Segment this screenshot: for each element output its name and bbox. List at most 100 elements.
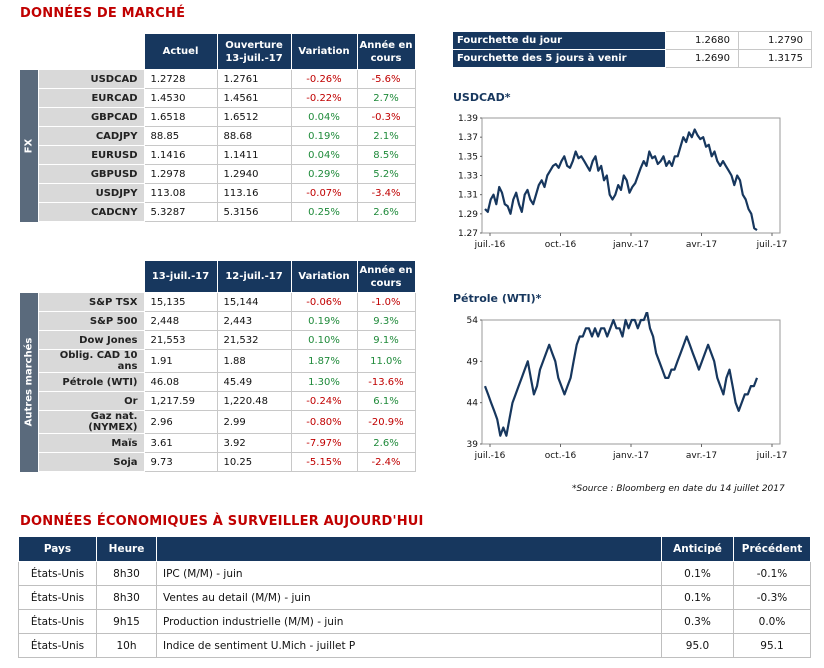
instrument-name: GBPCAD <box>37 107 145 127</box>
value-actuel: 1.6518 <box>143 107 218 127</box>
instrument-name: CADJPY <box>37 126 145 146</box>
value-date2: 21,532 <box>216 330 292 350</box>
section-side-text: Autres marchés <box>23 337 35 427</box>
econ-table: Pays Heure Anticipé Précédent États-Unis… <box>18 536 811 658</box>
value-annee: 11.0% <box>356 349 416 373</box>
market-row: S&P 500 2,448 2,443 0.19% 9.3% <box>20 311 416 331</box>
value-annee: -20.9% <box>356 410 416 434</box>
value-ouverture: 1.6512 <box>216 107 292 127</box>
value-variation: -0.07% <box>290 183 358 203</box>
value-date1: 46.08 <box>143 372 218 392</box>
econ-header-precedent: Précédent <box>733 536 811 562</box>
section-side-text: FX <box>23 138 35 153</box>
market-row: Pétrole (WTI) 46.08 45.49 1.30% -13.6% <box>20 372 416 392</box>
x-tick-label: avr.-17 <box>686 451 717 461</box>
value-annee: -5.6% <box>356 69 416 89</box>
value-annee: 2.7% <box>356 88 416 108</box>
y-tick-label: 1.39 <box>458 114 478 124</box>
econ-header-pays: Pays <box>18 536 97 562</box>
instrument-name: Maïs <box>37 433 145 453</box>
value-date2: 15,144 <box>216 292 292 312</box>
econ-country: États-Unis <box>18 585 97 610</box>
value-variation: -0.06% <box>290 292 358 312</box>
econ-header-heure: Heure <box>96 536 157 562</box>
value-actuel: 1.1416 <box>143 145 218 165</box>
value-annee: -13.6% <box>356 372 416 392</box>
value-actuel: 88.85 <box>143 126 218 146</box>
value-variation: 0.19% <box>290 126 358 146</box>
market-row: CADCNY 5.3287 5.3156 0.25% 2.6% <box>20 202 416 222</box>
market-row: Oblig. CAD 10 ans 1.91 1.88 1.87% 11.0% <box>20 349 416 373</box>
value-ouverture: 113.16 <box>216 183 292 203</box>
econ-event: Ventes au detail (M/M) - juin <box>156 585 662 610</box>
value-ouverture: 1.2761 <box>216 69 292 89</box>
value-date2: 1.88 <box>216 349 292 373</box>
value-ouverture: 1.1411 <box>216 145 292 165</box>
instrument-name: Oblig. CAD 10 ans <box>37 349 145 373</box>
value-annee: 2.6% <box>356 433 416 453</box>
source-note: *Source : Bloomberg en date du 14 juille… <box>572 484 785 494</box>
value-variation: 0.10% <box>290 330 358 350</box>
instrument-name: Soja <box>37 452 145 472</box>
instrument-name: Pétrole (WTI) <box>37 372 145 392</box>
market-row: Soja 9.73 10.25 -5.15% -2.4% <box>20 452 416 472</box>
instrument-name: USDCAD <box>37 69 145 89</box>
value-date2: 3.92 <box>216 433 292 453</box>
plot-frame <box>481 117 781 234</box>
fx-table: Actuel Ouverture 13-juil.-17 Variation A… <box>20 33 416 222</box>
instrument-name: CADCNY <box>37 202 145 222</box>
market-row: USDJPY 113.08 113.16 -0.07% -3.4% <box>20 183 416 203</box>
value-date1: 2,448 <box>143 311 218 331</box>
econ-time: 10h <box>96 633 157 658</box>
econ-row: États-Unis 9h15 Production industrielle (M… <box>18 609 811 634</box>
econ-country: États-Unis <box>18 633 97 658</box>
value-annee: -1.0% <box>356 292 416 312</box>
y-tick-label: 1.35 <box>458 152 478 162</box>
value-annee: 8.5% <box>356 145 416 165</box>
econ-time: 9h15 <box>96 609 157 634</box>
value-variation: 0.19% <box>290 311 358 331</box>
x-tick-label: juil.-17 <box>756 451 788 461</box>
econ-event: Production industrielle (M/M) - juin <box>156 609 662 634</box>
y-tick-label: 1.27 <box>458 229 478 239</box>
econ-expected: 95.0 <box>661 633 734 658</box>
instrument-name: Gaz nat. (NYMEX) <box>37 410 145 434</box>
value-ouverture: 1.2940 <box>216 164 292 184</box>
other-header-annee: Année en cours <box>356 260 416 293</box>
y-tick-label: 1.37 <box>458 133 478 143</box>
econ-previous: 0.0% <box>733 609 811 634</box>
econ-event: IPC (M/M) - juin <box>156 561 662 586</box>
x-tick-label: juil.-17 <box>756 240 788 250</box>
econ-country: États-Unis <box>18 561 97 586</box>
value-date2: 1,220.48 <box>216 391 292 411</box>
instrument-name: Or <box>37 391 145 411</box>
value-variation: -7.97% <box>290 433 358 453</box>
value-ouverture: 1.4561 <box>216 88 292 108</box>
market-row: Or 1,217.59 1,220.48 -0.24% 6.1% <box>20 391 416 411</box>
value-variation: 0.25% <box>290 202 358 222</box>
market-row: Gaz nat. (NYMEX) 2.96 2.99 -0.80% -20.9% <box>20 410 416 434</box>
other-header-d2: 12-juil.-17 <box>216 260 292 293</box>
value-annee: 9.1% <box>356 330 416 350</box>
instrument-name: S&P TSX <box>37 292 145 312</box>
value-annee: 5.2% <box>356 164 416 184</box>
econ-event: Indice de sentiment U.Mich - juillet P <box>156 633 662 658</box>
econ-expected: 0.3% <box>661 609 734 634</box>
section-side-label: FX <box>20 69 38 222</box>
fx-header-actuel: Actuel <box>143 33 218 70</box>
econ-expected: 0.1% <box>661 585 734 610</box>
value-date2: 2,443 <box>216 311 292 331</box>
value-actuel: 113.08 <box>143 183 218 203</box>
econ-country: États-Unis <box>18 609 97 634</box>
value-actuel: 5.3287 <box>143 202 218 222</box>
value-variation: 0.29% <box>290 164 358 184</box>
range-label: Fourchette des 5 jours à venir <box>452 49 666 68</box>
series-line <box>484 128 758 232</box>
other-markets-table: 13-juil.-17 12-juil.-17 Variation Année … <box>20 260 416 472</box>
value-date1: 1.91 <box>143 349 218 373</box>
value-annee: 2.1% <box>356 126 416 146</box>
plot-frame <box>481 319 781 445</box>
instrument-name: EURUSD <box>37 145 145 165</box>
value-date1: 15,135 <box>143 292 218 312</box>
